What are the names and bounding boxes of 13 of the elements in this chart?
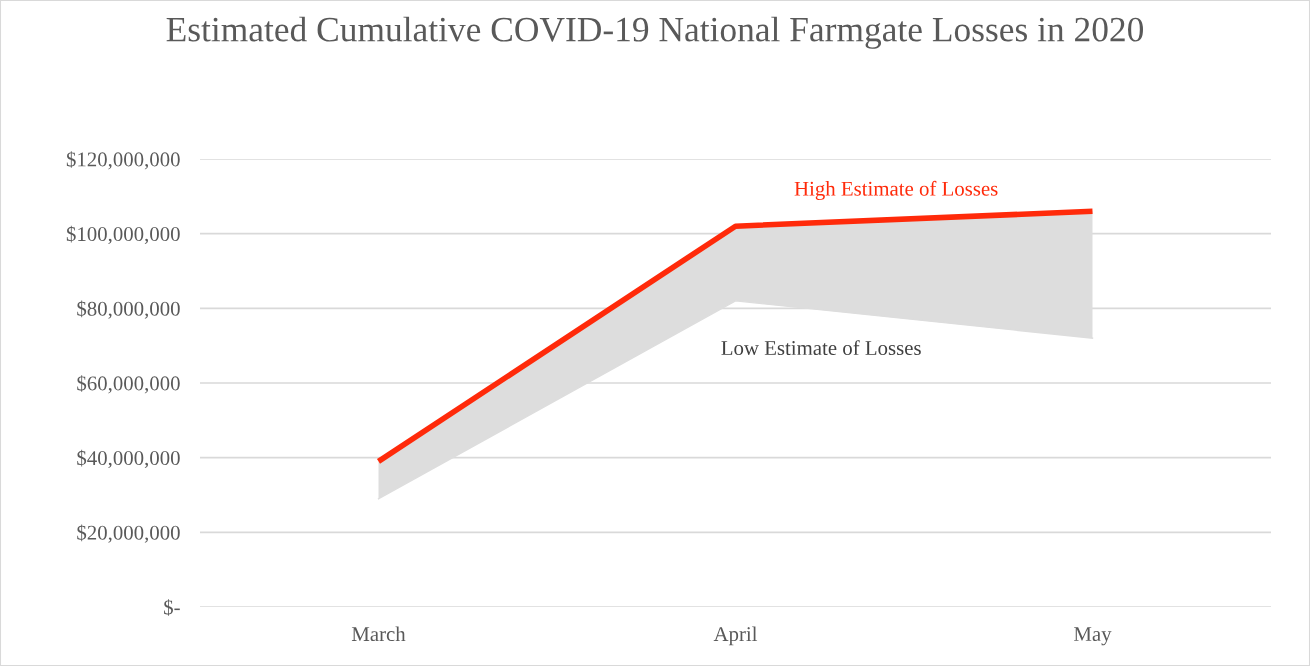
y-tick-label: $60,000,000	[77, 375, 180, 394]
y-tick-label: $40,000,000	[77, 449, 180, 469]
x-tick-label: April	[713, 626, 758, 646]
series-label: High Estimate of Losses	[794, 180, 998, 201]
y-tick-label: $-	[164, 599, 180, 616]
x-tick-label: March	[351, 626, 406, 642]
y-tick-label: $120,000,000	[66, 151, 180, 170]
series-label: Low Estimate of Losses	[721, 340, 921, 356]
y-tick-label: $20,000,000	[77, 524, 180, 543]
y-tick-label: $80,000,000	[77, 300, 180, 319]
x-tick-label: May	[1074, 627, 1112, 646]
chart-title: Estimated Cumulative COVID-19 National Farmgate Losses in 2020	[166, 16, 1143, 49]
y-tick-label: $100,000,000	[66, 225, 180, 245]
